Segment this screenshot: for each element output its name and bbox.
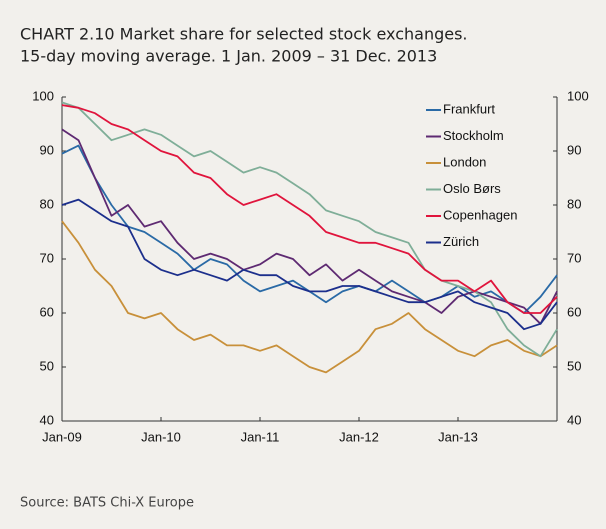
legend-label: Frankfurt [443, 101, 495, 116]
y-tick-label: 70 [40, 250, 54, 265]
x-tick-label: Jan-09 [42, 429, 82, 444]
series-line [61, 104, 558, 314]
y-tick-label: 50 [40, 358, 54, 373]
legend-label: Zürich [443, 234, 479, 249]
x-tick-label: Jan-12 [339, 429, 379, 444]
y-tick-label: 40 [40, 412, 54, 427]
x-tick-label: Jan-13 [438, 429, 478, 444]
legend-label: Oslo Børs [443, 181, 501, 196]
series-line [61, 144, 558, 314]
y2-tick-label: 60 [567, 304, 581, 319]
y2-tick-label: 70 [567, 250, 581, 265]
legend-label: Copenhagen [443, 207, 517, 222]
legend-label: Stockholm [443, 128, 504, 143]
y2-tick-label: 40 [567, 412, 581, 427]
y-tick-label: 90 [40, 142, 54, 157]
y-tick-label: 100 [32, 88, 54, 103]
series-line [61, 198, 558, 331]
series-line [61, 220, 558, 374]
y2-tick-label: 100 [567, 88, 589, 103]
chart-title: CHART 2.10 Market share for selected sto… [20, 25, 468, 44]
chart-subtitle: 15-day moving average. 1 Jan. 2009 – 31 … [20, 47, 437, 66]
x-tick-label: Jan-10 [141, 429, 181, 444]
y-tick-label: 80 [40, 196, 54, 211]
y2-tick-label: 90 [567, 142, 581, 157]
y2-tick-label: 50 [567, 358, 581, 373]
x-tick-label: Jan-11 [241, 429, 280, 444]
legend-label: London [443, 154, 486, 169]
y2-tick-label: 80 [567, 196, 581, 211]
y-tick-label: 60 [40, 304, 54, 319]
source: Source: BATS Chi-X Europe [20, 496, 194, 511]
